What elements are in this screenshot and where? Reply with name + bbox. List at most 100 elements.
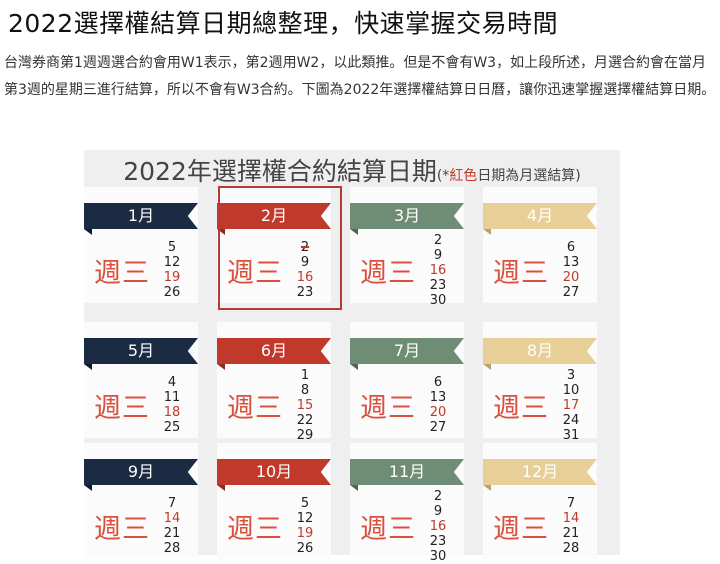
calendar-title: 2022年選擇權合約結算日期(*紅色日期為月選結算)	[84, 152, 620, 188]
settlement-date: 21	[163, 526, 181, 541]
settlement-date: 17	[562, 398, 580, 413]
weekday-label: 週三	[94, 514, 150, 545]
article-title: 2022選擇權結算日期總整理，快速掌握交易時間	[8, 9, 559, 38]
settlement-date: 8	[300, 383, 310, 398]
settlement-dates: 2 9 16 23	[287, 240, 323, 300]
month-ribbon: 2月	[217, 203, 331, 229]
settlement-date: 28	[562, 541, 580, 556]
settlement-date: 2	[300, 240, 310, 255]
month-ribbon: 9月	[84, 459, 198, 485]
month-card-2: 2月 週三 2 9 16 23	[217, 187, 331, 303]
settlement-date: 21	[562, 526, 580, 541]
ribbon-fold	[84, 364, 92, 370]
settlement-date: 29	[296, 428, 314, 443]
settlement-dates: 5 12 19 26	[154, 240, 190, 300]
settlement-date: 11	[163, 390, 181, 405]
weekday-label: 週三	[493, 393, 549, 424]
settlement-date: 24	[562, 413, 580, 428]
calendar-heading: 2022年選擇權合約結算日期	[123, 157, 437, 186]
ribbon-fold	[217, 229, 225, 235]
settlement-date: 26	[163, 285, 181, 300]
calendar-note: (*紅色日期為月選結算)	[436, 168, 581, 184]
settlement-date: 31	[562, 428, 580, 443]
settlement-dates: 6 13 20 27	[420, 375, 456, 435]
ribbon-fold	[483, 485, 491, 491]
weekday-label: 週三	[227, 514, 283, 545]
month-card-9: 9月週三 7 14 21 28	[84, 443, 198, 559]
settlement-date: 10	[562, 383, 580, 398]
settlement-date: 15	[296, 398, 314, 413]
weekday-label: 週三	[360, 258, 416, 289]
settlement-date: 16	[429, 519, 447, 534]
settlement-dates: 5 12 19 26	[287, 496, 323, 556]
month-card-7: 7月 週三 6 13 20 27	[350, 322, 464, 438]
month-ribbon: 12月	[483, 459, 597, 485]
settlement-date: 23	[429, 534, 447, 549]
settlement-date: 20	[562, 270, 580, 285]
ribbon-fold	[483, 229, 491, 235]
settlement-dates: 3 10 17 24 31	[553, 368, 589, 443]
weekday-label: 週三	[493, 514, 549, 545]
settlement-date: 6	[433, 375, 443, 390]
settlement-date: 27	[429, 420, 447, 435]
settlement-date: 23	[429, 278, 447, 293]
settlement-calendar-figure: 2022年選擇權合約結算日期(*紅色日期為月選結算) 1月 週三 5 12 19 26 2月…	[84, 150, 620, 564]
settlement-date: 9	[433, 248, 443, 263]
settlement-date: 18	[163, 405, 181, 420]
settlement-date: 6	[566, 240, 576, 255]
settlement-date: 9	[300, 255, 310, 270]
settlement-date: 13	[562, 255, 580, 270]
month-card-1: 1月 週三 5 12 19 26	[84, 187, 198, 303]
month-card-10: 10月 週三 5 12 19 26	[217, 443, 331, 559]
settlement-dates: 2 9 16 23 30	[420, 489, 456, 564]
settlement-date: 5	[167, 240, 177, 255]
settlement-date: 12	[163, 255, 181, 270]
settlement-date: 19	[163, 270, 181, 285]
settlement-dates: 1 8 15 22 29	[287, 368, 323, 443]
settlement-dates: 7 14 21 28	[154, 496, 190, 556]
article-intro: 台灣券商第1週週選合約會用W1表示，第2週用W2，以此類推。但是不會有W3，如上…	[4, 55, 716, 98]
settlement-date: 16	[296, 270, 314, 285]
settlement-date: 1	[300, 368, 310, 383]
weekday-label: 週三	[94, 258, 150, 289]
month-ribbon: 6月	[217, 338, 331, 364]
settlement-date: 26	[296, 541, 314, 556]
settlement-date: 30	[429, 293, 447, 308]
settlement-dates: 2 9 16 23 30	[420, 233, 456, 308]
ribbon-fold	[84, 485, 92, 491]
settlement-date: 16	[429, 263, 447, 278]
month-ribbon: 10月	[217, 459, 331, 485]
month-card-8: 8月週三 3 10 17 24 31	[483, 322, 597, 443]
settlement-date: 28	[163, 541, 181, 556]
settlement-date: 19	[296, 526, 314, 541]
ribbon-fold	[483, 364, 491, 370]
weekday-label: 週三	[227, 258, 283, 289]
settlement-date: 30	[429, 549, 447, 564]
month-card-11: 11月 週三 2 9 16 23 30	[350, 443, 464, 564]
settlement-date: 4	[167, 375, 177, 390]
settlement-date: 14	[562, 511, 580, 526]
ribbon-fold	[217, 485, 225, 491]
ribbon-fold	[84, 229, 92, 235]
settlement-date: 5	[300, 496, 310, 511]
settlement-date: 22	[296, 413, 314, 428]
settlement-date: 12	[296, 511, 314, 526]
month-ribbon: 8月	[483, 338, 597, 364]
settlement-date: 20	[429, 405, 447, 420]
month-card-5: 5月 週三 4 11 18 25	[84, 322, 198, 438]
settlement-date: 13	[429, 390, 447, 405]
settlement-dates: 7 14 21 28	[553, 496, 589, 556]
settlement-date: 7	[566, 496, 576, 511]
settlement-dates: 4 11 18 25	[154, 375, 190, 435]
month-ribbon: 4月	[483, 203, 597, 229]
settlement-date: 27	[562, 285, 580, 300]
month-card-6: 6月 週三 1 8 15 22 29	[217, 322, 331, 443]
month-ribbon: 11月	[350, 459, 464, 485]
settlement-date: 23	[296, 285, 314, 300]
month-card-3: 3月 週三 2 9 16 23 30	[350, 187, 464, 308]
ribbon-fold	[350, 229, 358, 235]
month-card-4: 4月 週三 6 13 20 27	[483, 187, 597, 303]
settlement-date: 9	[433, 504, 443, 519]
settlement-date: 25	[163, 420, 181, 435]
weekday-label: 週三	[360, 393, 416, 424]
